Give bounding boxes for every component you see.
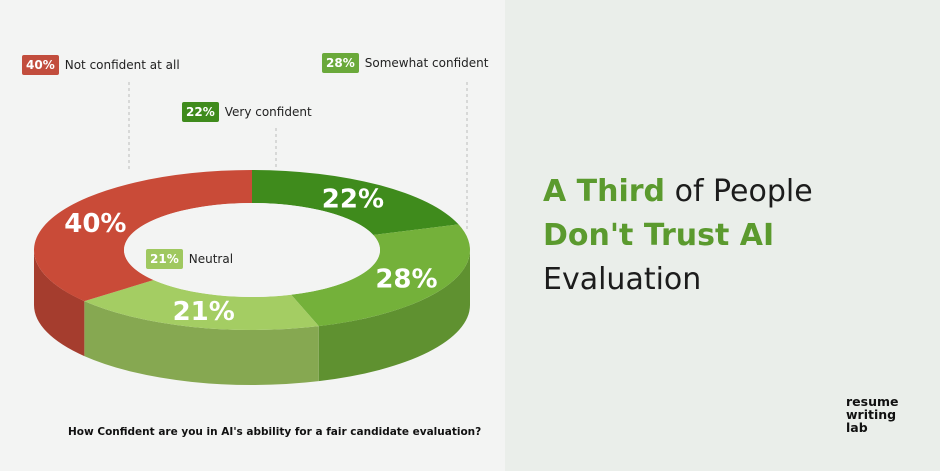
- callout-badge: 22%: [182, 102, 219, 122]
- callout-neutral: 21% Neutral: [146, 249, 233, 269]
- donut-chart: 22% 28% 21% 40%: [33, 82, 471, 386]
- headline-highlight-2: Don't Trust AI: [543, 218, 775, 253]
- logo-line-2: writing: [846, 407, 897, 422]
- slice-wall-somewhat-confident: [318, 250, 470, 382]
- slice-very-confident: [252, 170, 459, 235]
- slice-neutral: [84, 280, 319, 330]
- slice-wall-neutral: [84, 301, 319, 386]
- value-label-somewhat-confident: 28%: [375, 265, 437, 295]
- callout-label: Somewhat confident: [364, 56, 489, 70]
- callout-somewhat-confident: 28% Somewhat confident: [322, 53, 488, 73]
- value-label-not-confident-at-all: 40%: [64, 209, 126, 239]
- resume-writing-lab-logo: resume writing lab: [846, 395, 898, 434]
- callout-label: Very confident: [224, 105, 312, 119]
- donut-hole: [124, 203, 380, 297]
- slice-not-confident-at-all: [33, 170, 253, 302]
- logo-line-1: resume: [846, 394, 899, 409]
- callout-badge: 40%: [22, 55, 59, 75]
- slice-somewhat-confident: [291, 224, 471, 327]
- callout-badge: 28%: [322, 53, 359, 73]
- callout-not-confident: 40% Not confident at all: [22, 55, 180, 75]
- chart-question: How Confident are you in AI's abbility f…: [68, 426, 482, 438]
- callout-badge: 21%: [146, 249, 183, 269]
- callout-label: Neutral: [188, 252, 234, 266]
- headline-line-1: A Third of People: [543, 170, 813, 214]
- headline: A Third of People Don't Trust AI Evaluat…: [543, 170, 813, 302]
- value-label-very-confident: 22%: [322, 184, 384, 214]
- callout-label: Not confident at all: [64, 58, 180, 72]
- headline-panel: [505, 0, 940, 471]
- headline-text-3: Evaluation: [543, 262, 702, 297]
- headline-highlight-1: A Third: [543, 174, 666, 209]
- value-label-neutral: 21%: [173, 297, 235, 327]
- headline-text-1: of People: [665, 174, 813, 209]
- slice-wall-not-confident-at-all: [34, 250, 85, 357]
- callout-very-confident: 22% Very confident: [182, 102, 312, 122]
- logo-line-3: lab: [846, 420, 868, 435]
